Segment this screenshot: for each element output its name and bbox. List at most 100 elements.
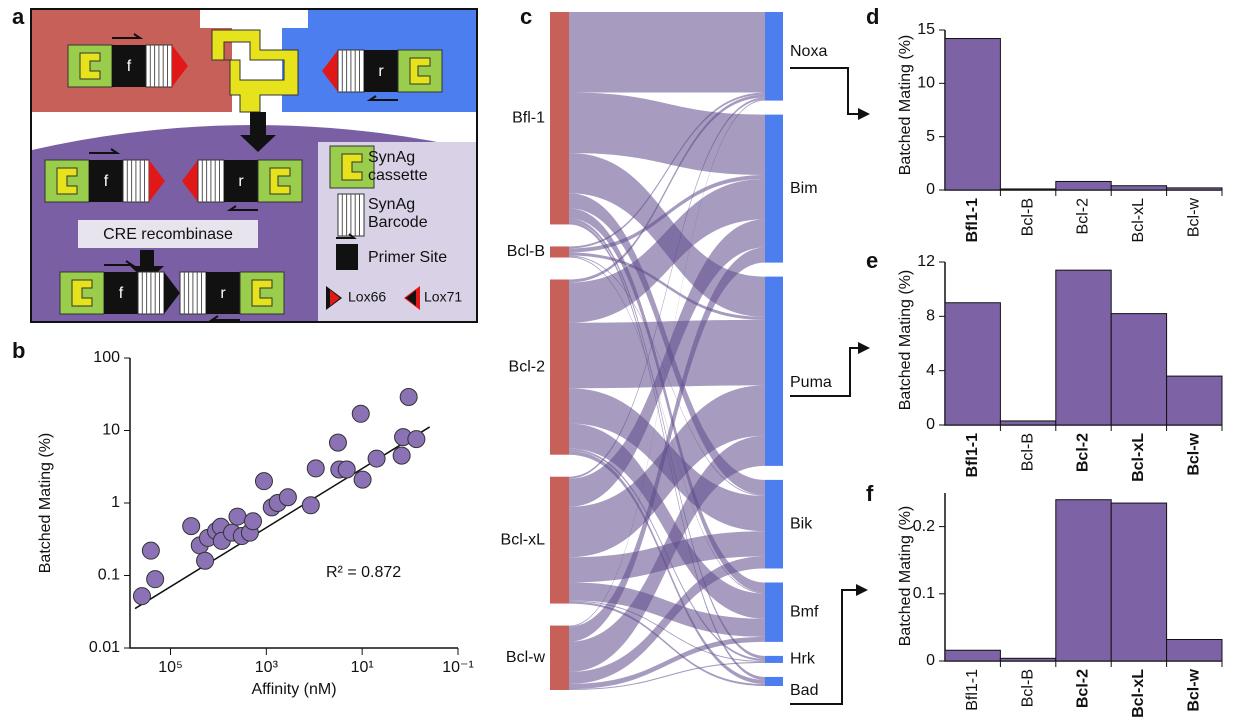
source-node <box>550 477 569 604</box>
y-tick-label: 15 <box>917 21 935 38</box>
x-tick-label: Bcl-2 <box>1075 669 1092 708</box>
point <box>244 513 261 530</box>
point <box>408 431 425 448</box>
target-node <box>765 480 783 569</box>
target-node <box>765 656 783 663</box>
x-tick-label: Bcl-w <box>1186 198 1203 238</box>
point <box>352 405 369 422</box>
bar <box>1000 189 1055 190</box>
bar <box>945 650 1000 661</box>
point <box>197 552 214 569</box>
y-tick-label: 0 <box>926 416 935 433</box>
point <box>354 471 371 488</box>
point <box>142 542 159 559</box>
target-label: Bad <box>790 682 818 699</box>
fit-line <box>135 427 430 609</box>
point <box>183 518 200 535</box>
arrowhead <box>856 584 868 596</box>
y-axis-label: Batched Mating (%) <box>897 35 914 176</box>
target-label: Bim <box>790 180 818 197</box>
point <box>400 388 417 405</box>
target-node <box>765 115 783 263</box>
cassette-icon <box>398 50 442 92</box>
bar <box>1111 186 1166 190</box>
point <box>302 497 319 514</box>
y-tick-label: 10 <box>102 422 120 439</box>
point <box>279 489 296 506</box>
x-tick-label: Bcl-xL <box>1130 433 1147 482</box>
bar <box>1167 188 1222 190</box>
y-tick-label: 8 <box>926 308 935 325</box>
annotation: R² = 0.872 <box>326 564 401 581</box>
cassette-icon <box>240 272 284 314</box>
target-label: Bmf <box>790 603 819 620</box>
x-tick-label: Bcl-B <box>1019 669 1036 707</box>
x-tick-label: Bcl-2 <box>1075 198 1092 235</box>
point <box>338 461 355 478</box>
legend-text: Lox71 <box>424 289 462 305</box>
bar <box>1111 503 1166 661</box>
step-label: CRE recombinase <box>103 226 233 243</box>
y-tick-label: 100 <box>93 349 120 366</box>
x-axis-label: Affinity (nM) <box>251 681 336 698</box>
primer-label: f <box>119 285 124 302</box>
panel-label: e <box>866 248 878 273</box>
arrowhead <box>858 342 870 354</box>
primer <box>336 244 358 270</box>
point <box>307 460 324 477</box>
target-node <box>765 677 783 686</box>
target-label: Puma <box>790 374 832 391</box>
target-node <box>765 277 783 466</box>
bar <box>1000 658 1055 661</box>
bar <box>1056 500 1111 661</box>
x-tick-label: Bcl-B <box>1019 433 1036 471</box>
target-label: Noxa <box>790 43 827 60</box>
flow <box>569 12 765 93</box>
source-label: Bcl-B <box>507 243 545 260</box>
bar <box>945 39 1000 190</box>
target-label: Hrk <box>790 651 816 668</box>
x-tick-label: Bcl-w <box>1186 432 1203 475</box>
y-tick-label: 1 <box>111 494 120 511</box>
y-tick-label: 0.2 <box>913 518 935 535</box>
legend-text: cassette <box>368 167 428 184</box>
point <box>133 588 150 605</box>
primer-label: r <box>220 285 226 302</box>
x-tick-label: 10⁻¹ <box>442 659 474 676</box>
figure: CRE recombinase frfrfr SynAg cassette Sy… <box>0 0 1249 724</box>
y-tick-label: 5 <box>926 128 935 145</box>
bar <box>1111 314 1166 425</box>
bar <box>1056 270 1111 425</box>
cassette-icon <box>258 160 302 202</box>
y-tick-label: 0 <box>926 181 935 198</box>
y-axis-label: Batched Mating (%) <box>897 270 914 411</box>
primer-label: r <box>378 63 384 80</box>
primer-label: r <box>238 173 244 190</box>
legend-text: SynAg <box>368 149 415 166</box>
point <box>255 473 272 490</box>
x-tick-label: 10¹ <box>351 659 374 676</box>
panel-label: a <box>12 4 25 29</box>
panel-label: b <box>12 338 25 363</box>
y-tick-label: 10 <box>917 75 935 92</box>
x-tick-label: Bfl1-1 <box>964 669 981 711</box>
y-tick-label: 0.1 <box>913 585 935 602</box>
x-tick-label: Bcl-xL <box>1130 669 1147 718</box>
legend-text: Primer Site <box>368 249 447 266</box>
y-tick-label: 4 <box>926 362 935 379</box>
x-tick-label: Bcl-2 <box>1075 433 1092 472</box>
panel-label: d <box>866 4 879 29</box>
target-node <box>765 12 783 101</box>
legend-text: Lox66 <box>348 289 386 305</box>
bar <box>945 303 1000 425</box>
x-tick-label: Bcl-xL <box>1130 198 1147 243</box>
bar <box>1056 181 1111 190</box>
legend-text: Barcode <box>368 214 428 231</box>
bar <box>1167 376 1222 425</box>
source-label: Bcl-xL <box>501 531 546 548</box>
y-axis-label: Batched Mating (%) <box>897 506 914 647</box>
panel-a: CRE recombinase frfrfr SynAg cassette Sy… <box>31 9 477 322</box>
panel-label: c <box>520 4 532 29</box>
x-tick-label: Bfl1-1 <box>964 198 981 243</box>
target-label: Bik <box>790 515 813 532</box>
